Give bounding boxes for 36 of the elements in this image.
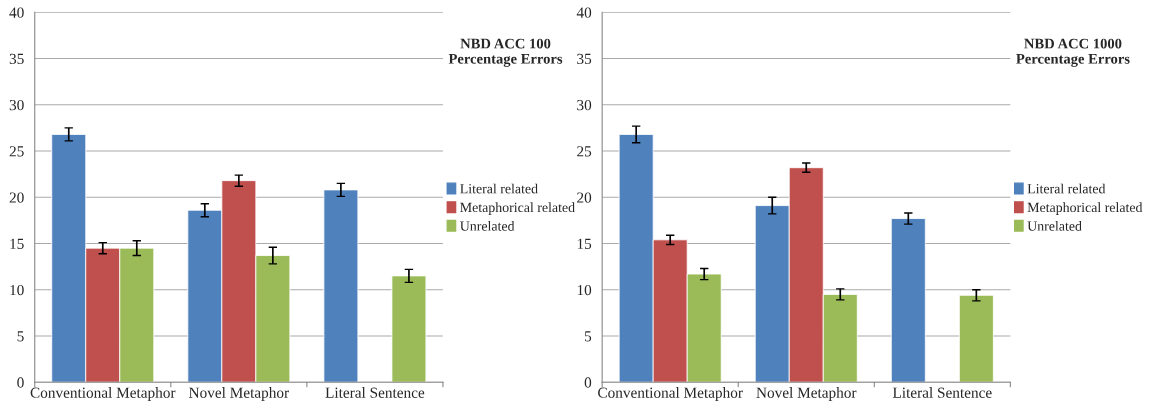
legend-label: Metaphorical related <box>1027 202 1143 215</box>
x-tick-label: Novel Metaphor <box>189 387 289 401</box>
y-tick-label: 30 <box>9 99 24 111</box>
y-tick-label: 0 <box>17 377 24 388</box>
x-tick-label: Novel Metaphor <box>756 387 857 401</box>
bar <box>391 275 427 383</box>
y-tick-label: 30 <box>577 99 592 111</box>
text: NBD ACC 1000 Percentage Errors <box>1016 38 1130 67</box>
bar <box>323 189 359 383</box>
legend-label: Unrelated <box>460 220 515 231</box>
y-tick-label: 20 <box>9 192 24 203</box>
legend-label: Metaphorical related <box>460 202 575 215</box>
y-tick-label: 25 <box>577 146 592 157</box>
y-tick-label: 5 <box>584 331 592 342</box>
text: NBD ACC 100 Percentage Errors <box>448 38 563 67</box>
y-tick-label: 35 <box>577 53 592 65</box>
y-tick-label: 25 <box>9 146 24 157</box>
legend-label: Unrelated <box>1027 220 1082 231</box>
y-tick-label: 10 <box>577 284 592 296</box>
y-tick-label: 15 <box>577 238 592 249</box>
y-tick-label: 35 <box>9 53 24 65</box>
y-tick-label: 20 <box>577 192 592 203</box>
y-tick-label: 40 <box>576 7 592 18</box>
y-tick-label: 10 <box>10 284 24 296</box>
y-tick-label: 5 <box>17 331 24 342</box>
x-tick-label: Literal Sentence <box>892 387 992 398</box>
x-tick-label: Conventional Metaphor <box>598 387 743 401</box>
legend-label: Literal related <box>1027 183 1106 194</box>
y-tick-label: 15 <box>10 238 24 249</box>
bar <box>958 294 994 383</box>
x-tick-label: Literal Sentence <box>325 387 425 398</box>
legend-label: Literal related <box>460 183 538 194</box>
bar <box>890 218 926 383</box>
y-tick-label: 0 <box>584 377 592 388</box>
x-tick-label: Conventional Metaphor <box>30 387 176 401</box>
y-tick-label: 40 <box>9 7 24 18</box>
